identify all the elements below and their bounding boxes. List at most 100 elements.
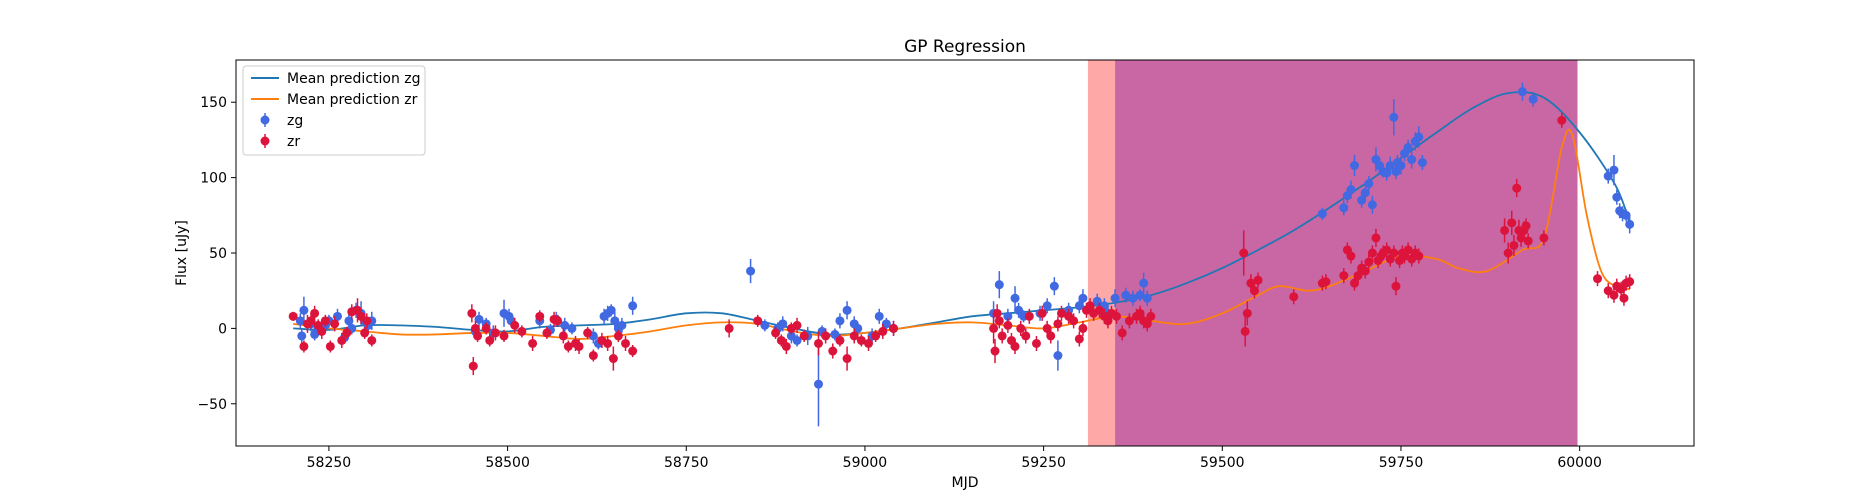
legend-marker-zg [260,115,270,125]
point-zr-53 [813,338,823,348]
point-zr-16 [362,316,372,326]
point-zr-132 [1414,251,1424,261]
y-axis-label: Flux [uJy] [174,220,190,286]
point-zg-51 [853,323,863,333]
point-zr-103 [1246,278,1256,288]
point-zg-95 [1396,161,1406,171]
point-zg-84 [1360,188,1370,198]
point-zr-51 [792,320,802,330]
point-zg-27 [560,320,570,330]
point-zr-55 [828,346,838,356]
x-tick-label-59000: 59000 [843,455,888,471]
point-zr-24 [490,328,500,338]
point-zr-42 [613,331,623,341]
point-zg-57 [994,280,1004,290]
data-points [288,82,1635,427]
point-zr-25 [499,331,509,341]
y-axis-ticks: −50 0 50 100 150 [197,95,236,413]
point-zr-142 [1523,236,1533,246]
point-zg-97 [1403,142,1413,152]
point-zg-60 [1014,305,1024,315]
legend-label-zg: zg [287,113,303,129]
point-zr-80 [1056,308,1066,318]
point-zg-33 [606,305,616,315]
point-zr-60 [864,338,874,348]
point-zr-96 [1135,308,1145,318]
point-zr-49 [781,341,791,351]
legend: Mean prediction zg Mean prediction zr zg… [242,65,426,156]
point-zg-78 [1317,209,1327,219]
x-tick-label-58250: 58250 [307,455,352,471]
point-zr-28 [528,338,538,348]
point-zg-65 [1053,351,1063,361]
point-zr-1 [299,341,309,351]
point-zr-61 [871,331,881,341]
point-zr-11 [342,328,352,338]
point-zr-83 [1074,334,1084,344]
point-zg-45 [813,379,823,389]
point-zg-18 [474,314,484,324]
point-zg-36 [617,320,627,330]
point-zr-105 [1253,275,1263,285]
point-zr-134 [1503,248,1513,258]
point-zr-84 [1078,323,1088,333]
point-zg-83 [1357,195,1367,205]
point-zr-77 [1042,323,1052,333]
point-zr-19 [468,361,478,371]
point-zr-79 [1053,319,1063,329]
point-zr-27 [517,326,527,336]
point-zr-82 [1069,316,1079,326]
point-zr-113 [1353,271,1363,281]
legend-label-zr: zr [287,134,300,150]
point-zg-53 [874,311,884,321]
x-tick-label-60000: 60000 [1557,455,1602,471]
y-tick-label--50: −50 [197,397,227,413]
x-tick-label-58500: 58500 [485,455,530,471]
point-zr-41 [608,354,618,364]
point-zr-135 [1507,218,1517,228]
point-zr-23 [485,335,495,345]
point-zg-39 [760,320,770,330]
point-zg-75 [1135,290,1145,300]
point-zr-29 [535,311,545,321]
point-zr-67 [994,316,1004,326]
point-zg-48 [835,316,845,326]
point-zr-26 [510,320,520,330]
point-zr-66 [992,308,1002,318]
point-zr-48 [776,335,786,345]
point-zr-111 [1346,251,1356,261]
y-tick-label-100: 100 [200,171,227,187]
point-zg-106 [1612,192,1622,202]
point-zg-98 [1407,155,1417,165]
point-zr-143 [1539,233,1549,243]
point-zr-152 [1625,277,1635,287]
point-zg-41 [778,319,788,329]
legend-label-mean-zr: Mean prediction zr [287,92,418,108]
shaded-region-0 [1087,60,1116,446]
point-zg-63 [1042,301,1052,311]
point-zr-45 [724,323,734,333]
legend-label-mean-zg: Mean prediction zg [287,71,421,87]
point-zg-109 [1621,210,1631,220]
point-zr-63 [889,323,899,333]
point-zr-38 [588,351,598,361]
point-zr-76 [1037,308,1047,318]
point-zg-79 [1339,203,1349,213]
point-zg-81 [1346,185,1356,195]
point-zr-37 [583,328,593,338]
point-zr-71 [1010,341,1020,351]
point-zr-144 [1557,115,1567,125]
point-zr-18 [467,308,477,318]
x-axis-label: MJD [952,475,979,491]
point-zg-58 [1003,311,1013,321]
point-zg-86 [1367,200,1377,210]
point-zg-91 [1385,161,1395,171]
point-zr-86 [1085,301,1095,311]
point-zr-101 [1240,326,1250,336]
x-tick-label-58750: 58750 [664,455,709,471]
point-zg-34 [610,316,620,326]
point-zr-58 [849,331,859,341]
x-axis-ticks: 58250 58500 58750 59000 59250 59500 59750 60000 [307,446,1602,471]
point-zr-108 [1321,277,1331,287]
